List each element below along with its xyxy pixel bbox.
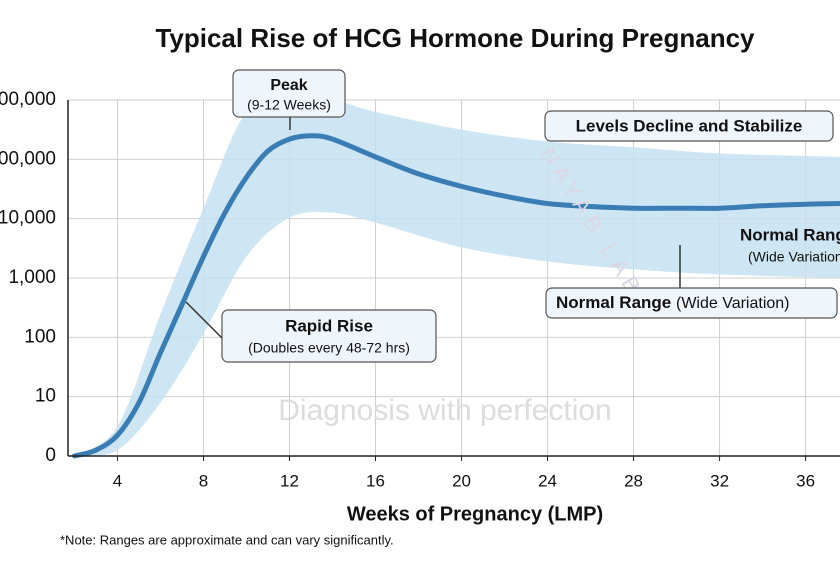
x-tick-label: 24 [538, 471, 557, 490]
x-tick-label: 28 [624, 471, 643, 490]
annotation-text: Normal Range (Wide Variation) [556, 293, 790, 312]
hcg-line [71, 133, 840, 459]
y-tick-label: 0 [45, 445, 56, 466]
annotation-box [221, 309, 437, 363]
x-tick-label: 8 [199, 471, 208, 490]
y-tick-label: 100,000 [0, 148, 56, 169]
x-tick-label: 32 [710, 471, 729, 490]
annotation-normal-range: Normal Range (Wide Variation) [545, 245, 838, 319]
y-tick-label: 1,000,000 [0, 89, 56, 110]
annotation-normal-range-right: Normal Range (Wide Variation) [740, 225, 840, 264]
annotation-rapid-rise: Rapid Rise (Doubles every 48-72 hrs) [185, 301, 437, 363]
x-tick-label: 4 [113, 471, 122, 490]
annotation-decline: Levels Decline and Stabilize [544, 110, 834, 142]
pointer [185, 301, 223, 339]
y-tick-label: 1,000 [8, 267, 56, 288]
x-axis-title: Weeks of Pregnancy (LMP) [347, 503, 603, 525]
annotation-title: Levels Decline and Stabilize [576, 116, 803, 135]
annotation-title: Rapid Rise [285, 316, 373, 335]
x-tick-label: 12 [280, 471, 299, 490]
x-tick-label: 20 [452, 471, 471, 490]
annotation-subtitle: (Doubles every 48-72 hrs) [248, 340, 410, 356]
note: *Note: Ranges are approximate and can va… [60, 532, 394, 547]
annotation-peak: Peak (9-12 Weeks) [232, 69, 346, 130]
x-tick-label: 16 [366, 471, 385, 490]
x-tick-label: 36 [796, 471, 815, 490]
y-tick-label: 100 [24, 326, 56, 347]
annotation-subtitle: (Wide Variation) [676, 295, 790, 312]
annotation-box [232, 69, 346, 118]
watermark: Diagnosis with perfection [278, 394, 612, 427]
annotation-title: Normal Range [740, 225, 840, 244]
annotation-title: Normal Range [556, 293, 671, 312]
y-tick-label: 10,000 [0, 208, 56, 229]
y-tick-label: 10 [35, 386, 56, 407]
annotation-subtitle: (Wide Variation) [748, 249, 840, 265]
annotation-box [544, 110, 834, 142]
range-band [74, 98, 840, 457]
annotation-box [545, 287, 838, 319]
plot-area: 0 10 100 1,000 10,000 100,000 1,000,000 4 8 12 16 2… [0, 89, 840, 490]
annotation-title: Peak [270, 77, 307, 94]
annotation-subtitle: (9-12 Weeks) [247, 97, 331, 113]
chart-title: Typical Rise of HCG Hormone During Pregn… [155, 23, 755, 53]
